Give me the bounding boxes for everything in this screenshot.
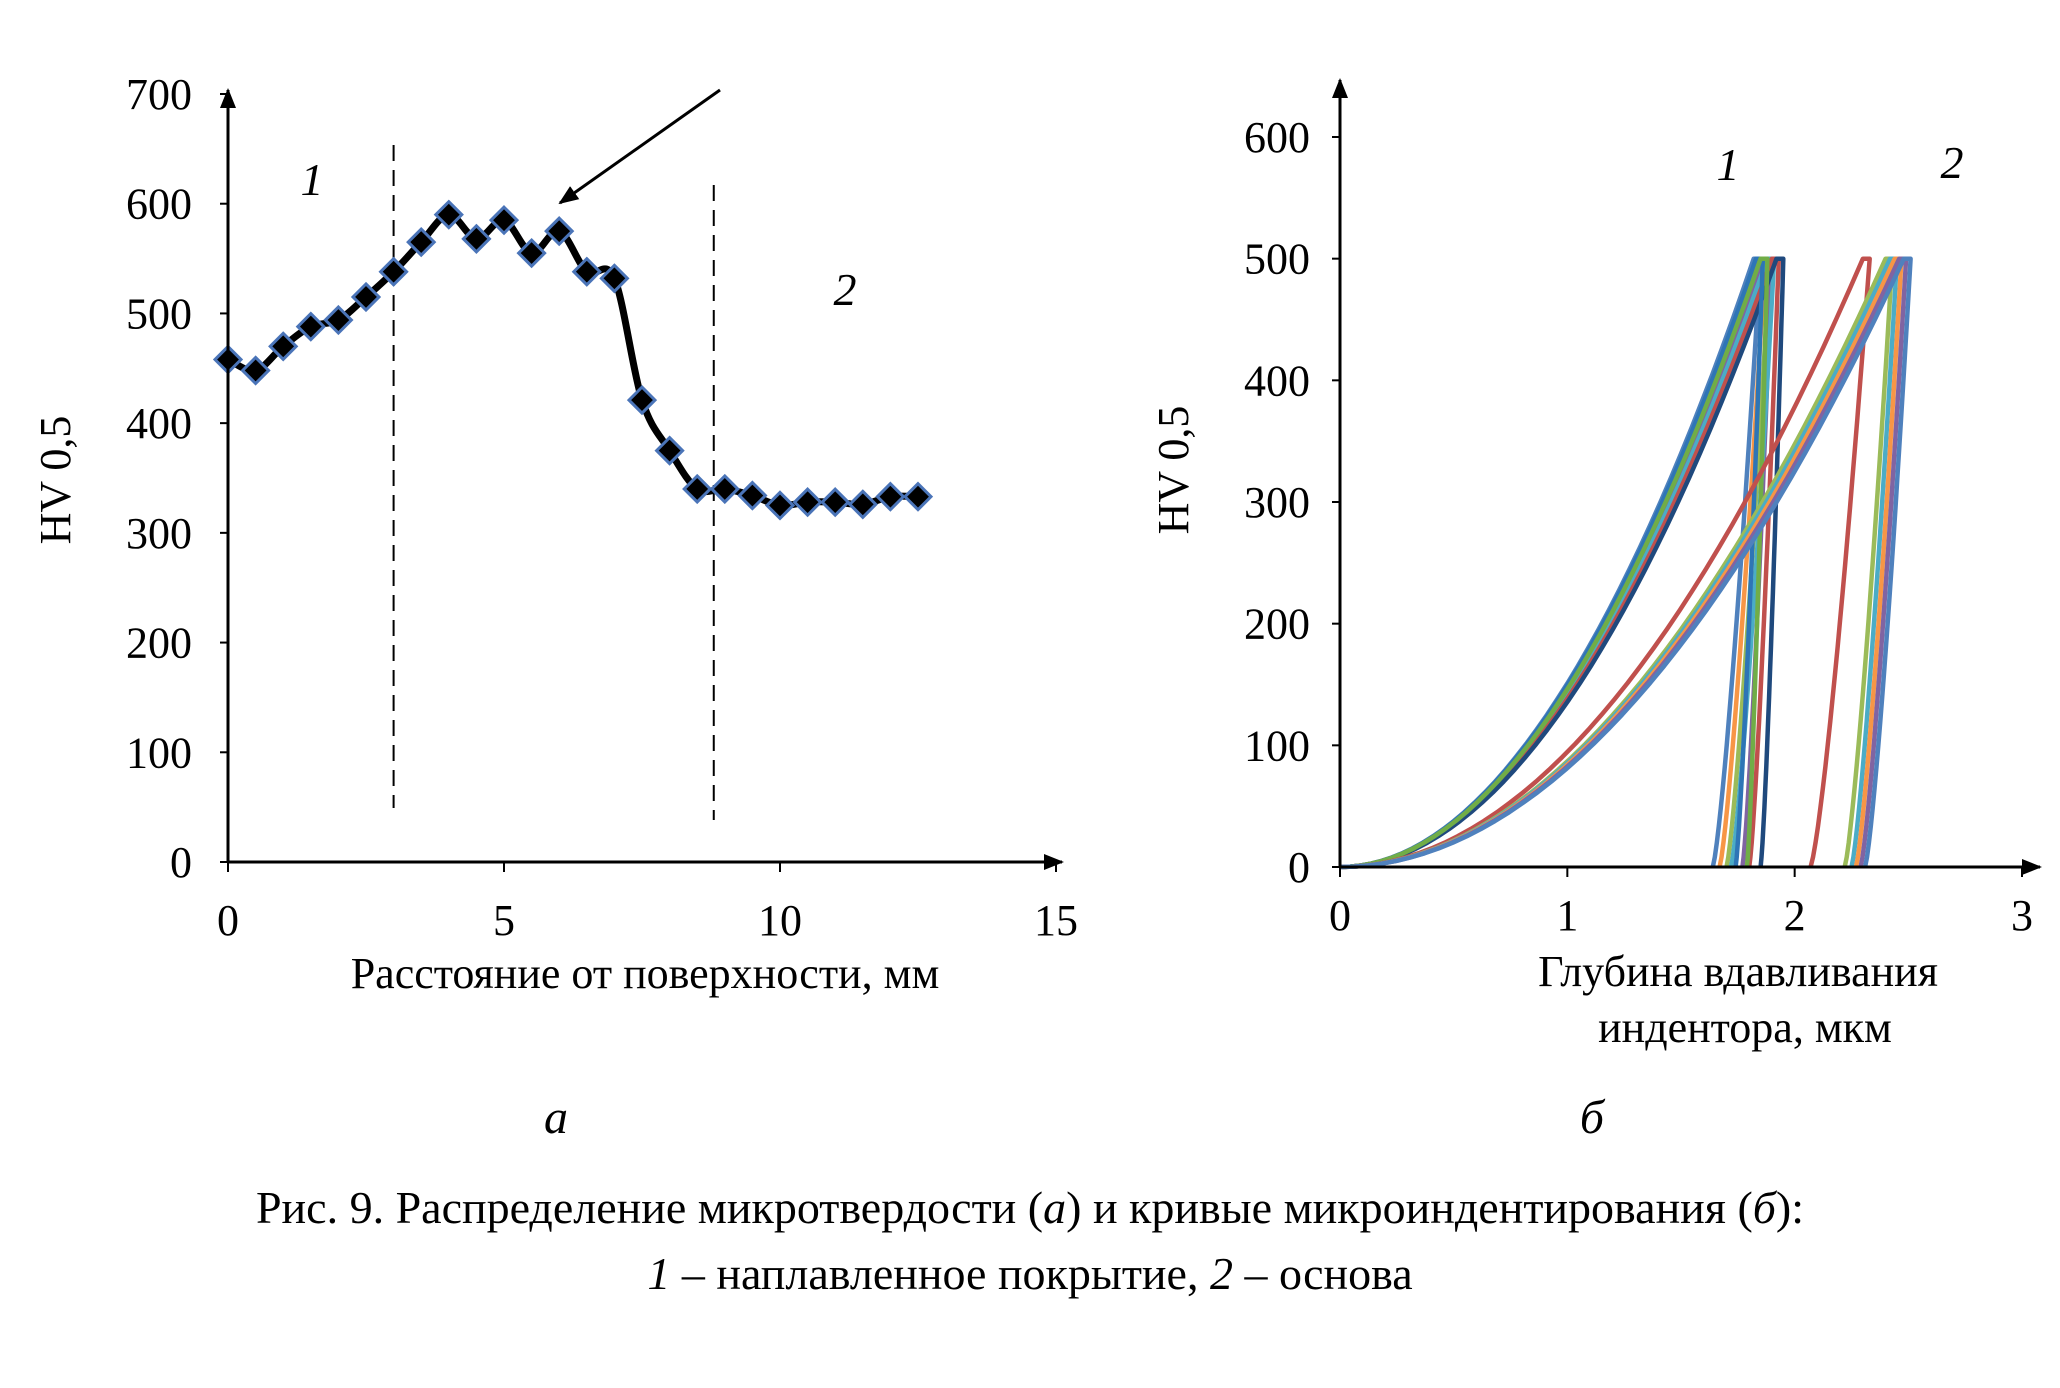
chart-b-curve-group-2 [1339,256,1913,870]
chart-b-zone-label-2: 2 [1941,137,1964,188]
caption-text: Рис. 9. Распределение микротвердости ( [255,1182,1044,1233]
chart-a-y-tick-label: 600 [126,180,192,229]
caption-text: ) и кривые микроиндентирования ( [1066,1182,1753,1233]
chart-b-zone-label-1: 1 [1717,139,1740,190]
chart-a-data-point [599,263,630,294]
chart-a-data-point [268,331,299,362]
chart-b-y-tick-label: 100 [1244,721,1310,770]
chart-a-data-point [682,473,713,505]
chart-b-y-tick-label: 200 [1244,600,1310,649]
chart-a-data-point [295,311,326,342]
figure-caption: Рис. 9. Распределение микротвердости (а)… [0,1175,2060,1307]
chart-a-y-tick-label: 0 [170,838,192,887]
chart-a: 0 5 10 15 0 100 200 300 400 500 600 700 HV 0,5 Расс… [31,70,1078,1144]
chart-a-data-point [847,489,878,520]
chart-a-y-tick-label: 200 [126,619,192,668]
chart-b-x-tick-label: 3 [2011,891,2033,940]
chart-a-data-point [571,256,602,287]
caption-number-1: 1 [647,1248,671,1299]
caption-text: – наплавленное покрытие, [670,1248,1210,1299]
chart-a-panel-label: а [544,1091,568,1144]
chart-a-data-point [406,226,437,258]
chart-b-y-tick-label: 400 [1244,356,1310,405]
chart-a-data-point [378,256,409,287]
chart-b-y-tick-label: 600 [1244,113,1310,162]
chart-a-y-tick-label: 300 [126,509,192,558]
caption-text: – основа [1232,1248,1413,1299]
chart-a-x-tick-label: 0 [217,896,239,945]
chart-b-curve-group-1 [1339,256,1770,870]
chart-a-data-point [764,490,796,521]
chart-a-data-point [240,355,271,386]
chart-b-xlabel-line-1: Глубина вдавливания [1538,947,1938,996]
chart-b-curve-group-2 [1339,256,1872,870]
caption-ref-b: б [1752,1182,1776,1233]
chart-a-data-point [737,480,768,511]
chart-a-data-point [792,487,823,518]
chart-b-curve-group-2 [1339,256,1895,870]
chart-a-y-tick-label: 100 [126,728,192,777]
caption-line-1: Рис. 9. Распределение микротвердости (а)… [0,1175,2060,1241]
chart-a-data-point [709,473,740,505]
chart-a-data-point [516,237,547,269]
chart-b-x-tick-label: 2 [1784,891,1806,940]
chart-a-data-point [820,487,851,518]
chart-a-zone-label-1: 1 [301,154,324,205]
chart-a-y-tick-label: 400 [126,399,192,448]
chart-a-xlabel: Расстояние от поверхности, мм [351,949,940,998]
chart-b-xlabel-line-2: индентора, мкм [1598,1003,1892,1052]
chart-a-data-point [654,435,685,466]
chart-a-data-point [626,384,658,416]
chart-b-curve-group-2 [1339,256,1900,870]
chart-b-panel-label: б [1580,1091,1606,1144]
chart-b-y-tick-label: 300 [1244,478,1310,527]
caption-line-2: 1 – наплавленное покрытие, 2 – основа [0,1241,2060,1307]
chart-b-y-tick-label: 500 [1244,235,1310,284]
chart-b-ylabel: HV 0,5 [1149,406,1198,535]
chart-a-x-tick-label: 5 [493,896,515,945]
chart-a-data-point [461,223,492,254]
chart-a-zone-label-2: 2 [834,264,857,315]
chart-a-data-point [488,205,520,236]
chart-b-x-tick-label: 0 [1329,891,1351,940]
chart-b-curve-group-1 [1339,256,1786,870]
chart-b-y-tick-label: 0 [1288,843,1310,892]
chart-a-data-point [875,481,906,512]
chart-b-curve-group-2 [1339,256,1904,870]
chart-a-x-tick-label: 15 [1034,896,1078,945]
caption-number-2: 2 [1209,1248,1233,1299]
chart-a-series-line [226,211,919,510]
chart-a-ylabel: HV 0,5 [31,416,80,545]
caption-ref-a: а [1043,1182,1067,1233]
chart-a-y-tick-label: 500 [126,289,192,338]
chart-b: 0 1 2 3 0 100 200 300 400 500 600 HV 0,5 Глубина в… [1149,78,2042,1144]
caption-text: ): [1775,1182,1805,1233]
chart-a-annotation-arrow [558,88,721,205]
chart-a-data-point [902,481,934,512]
chart-a-data-point [433,199,464,230]
chart-a-data-point [350,281,382,313]
chart-a-data-point [544,216,575,247]
chart-a-y-tick-label: 700 [126,70,192,119]
chart-b-x-tick-label: 1 [1556,891,1578,940]
chart-a-data-point [323,304,354,336]
chart-a-x-tick-label: 10 [758,896,802,945]
